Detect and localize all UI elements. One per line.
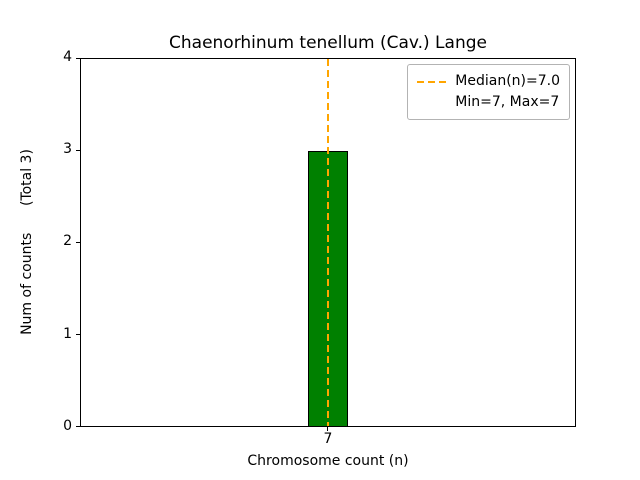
y-tick-mark	[76, 334, 80, 335]
y-tick-mark	[76, 426, 80, 427]
y-tick-label: 0	[63, 418, 72, 434]
chart-title: Chaenorhinum tenellum (Cav.) Lange	[169, 33, 487, 53]
legend-entry-median: Median(n)=7.0	[455, 73, 560, 89]
legend-spacer	[417, 102, 447, 104]
x-tick-label: 7	[323, 431, 333, 447]
median-line	[327, 59, 329, 426]
y-tick-label: 1	[63, 326, 72, 342]
legend-row: Median(n)=7.0	[417, 71, 560, 92]
legend-entry-minmax: Min=7, Max=7	[455, 94, 560, 110]
median-line-sample-icon	[417, 80, 448, 83]
y-axis-label: Num of counts (Total 3)	[19, 149, 35, 335]
plot-area: Median(n)=7.0 Min=7, Max=7	[80, 58, 576, 427]
x-tick-mark	[327, 427, 328, 431]
legend-row: Min=7, Max=7	[417, 92, 560, 113]
x-axis-label: Chromosome count (n)	[247, 453, 409, 469]
y-tick-mark	[76, 58, 80, 59]
y-tick-label: 3	[63, 141, 72, 157]
y-tick-mark	[76, 150, 80, 151]
y-tick-label: 4	[63, 49, 72, 65]
legend: Median(n)=7.0 Min=7, Max=7	[407, 64, 570, 120]
y-tick-mark	[76, 242, 80, 243]
y-tick-label: 2	[63, 233, 72, 249]
